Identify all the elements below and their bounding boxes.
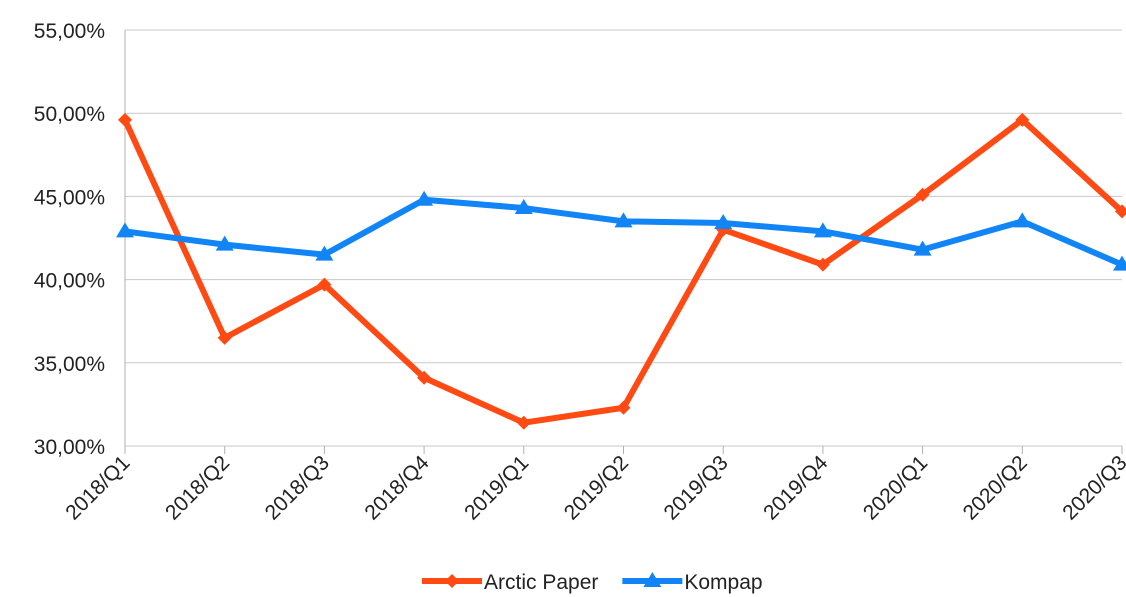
point — [116, 222, 134, 238]
x-tick-label: 2020/Q3 — [1058, 451, 1126, 524]
point — [714, 214, 733, 230]
legend-marker — [445, 574, 459, 588]
x-tick-label: 2018/Q3 — [261, 451, 334, 524]
point — [417, 370, 432, 385]
point — [616, 400, 631, 415]
point — [913, 240, 932, 256]
point — [1115, 204, 1126, 219]
point — [1113, 255, 1126, 271]
x-tick-label: 2018/Q2 — [161, 451, 234, 524]
x-tick-label: 2020/Q1 — [859, 451, 932, 524]
x-tick-label: 2020/Q2 — [959, 451, 1032, 524]
legend-marker — [643, 572, 662, 587]
point — [1015, 112, 1030, 127]
y-tick-label: 45,00% — [34, 186, 105, 209]
y-tick-label: 40,00% — [34, 270, 105, 293]
y-tick-label: 50,00% — [34, 103, 105, 126]
point — [118, 112, 132, 127]
point — [614, 212, 633, 228]
point — [815, 257, 830, 272]
x-tick-label: 2019/Q1 — [460, 451, 533, 524]
legend-label: Arctic Paper — [484, 571, 598, 594]
y-tick-label: 35,00% — [34, 353, 105, 376]
point — [516, 415, 531, 430]
series-line — [124, 196, 1124, 268]
point — [915, 187, 930, 202]
point — [415, 190, 434, 206]
y-tick-label: 30,00% — [34, 436, 105, 459]
x-tick-label: 2018/Q1 — [61, 451, 134, 524]
point — [217, 330, 232, 345]
point — [215, 235, 234, 251]
point — [1013, 212, 1032, 228]
point — [317, 277, 332, 292]
y-tick-label: 55,00% — [34, 20, 105, 43]
legend-label: Kompap — [684, 571, 762, 594]
series-line — [122, 116, 1125, 426]
point — [315, 245, 334, 261]
x-tick-label: 2019/Q4 — [759, 451, 832, 524]
x-tick-label: 2019/Q2 — [560, 451, 633, 524]
point — [813, 222, 832, 238]
x-tick-label: 2018/Q4 — [360, 451, 433, 524]
x-tick-label: 2019/Q3 — [659, 451, 732, 524]
point — [514, 199, 533, 215]
